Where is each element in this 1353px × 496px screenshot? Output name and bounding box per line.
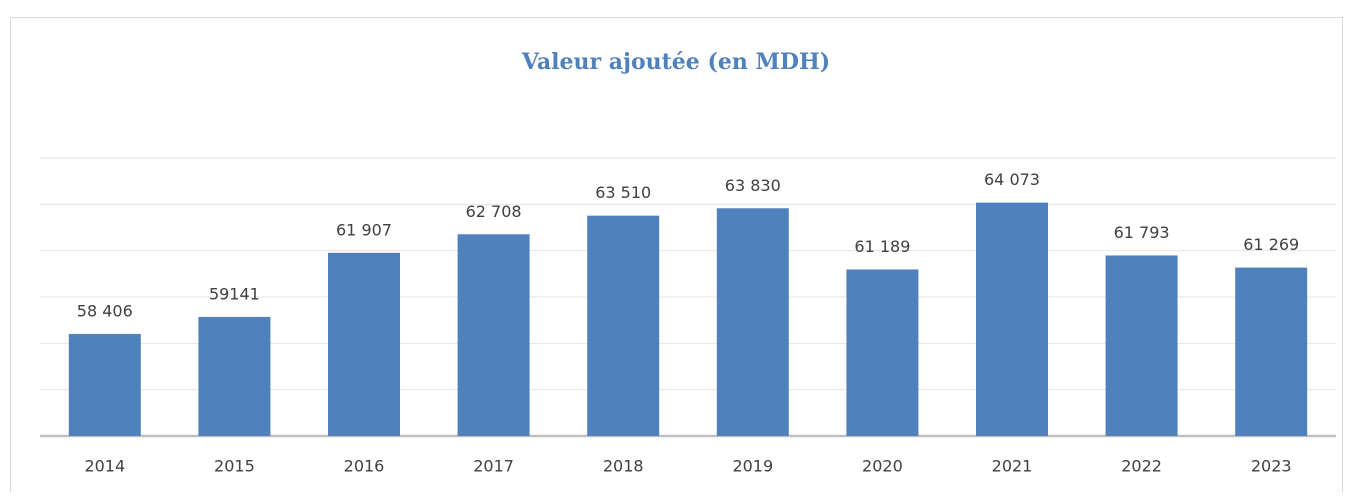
value-label: 63 830 [725, 176, 781, 195]
x-tick-label: 2022 [1121, 457, 1162, 476]
x-tick-label: 2015 [214, 457, 255, 476]
value-label: 61 793 [1114, 223, 1170, 242]
bar [1105, 255, 1178, 436]
x-tick-label: 2017 [473, 457, 514, 476]
bar [328, 252, 400, 436]
bar [716, 208, 789, 436]
x-tick-label: 2014 [84, 457, 125, 476]
value-label: 64 073 [984, 170, 1040, 189]
x-tick-label: 2019 [732, 457, 773, 476]
bar [198, 316, 271, 436]
value-label: 63 510 [595, 183, 651, 202]
value-label: 61 907 [336, 220, 392, 239]
x-tick-label: 2016 [344, 457, 385, 476]
bar [1235, 267, 1308, 436]
bar [457, 234, 530, 436]
bar [976, 202, 1048, 436]
value-label: 58 406 [77, 301, 133, 320]
x-tick-label: 2021 [992, 457, 1033, 476]
x-tick-label: 2020 [862, 457, 903, 476]
chart-title: Valeur ajoutée (en MDH) [521, 49, 830, 75]
x-tick-label: 2023 [1251, 457, 1292, 476]
value-label: 62 708 [466, 202, 522, 221]
bar [587, 215, 660, 436]
value-label: 61 269 [1243, 235, 1299, 254]
value-label: 59141 [209, 284, 260, 303]
bar [846, 269, 919, 436]
bar [68, 333, 141, 436]
value-label: 61 189 [854, 237, 910, 256]
x-tick-label: 2018 [603, 457, 644, 476]
